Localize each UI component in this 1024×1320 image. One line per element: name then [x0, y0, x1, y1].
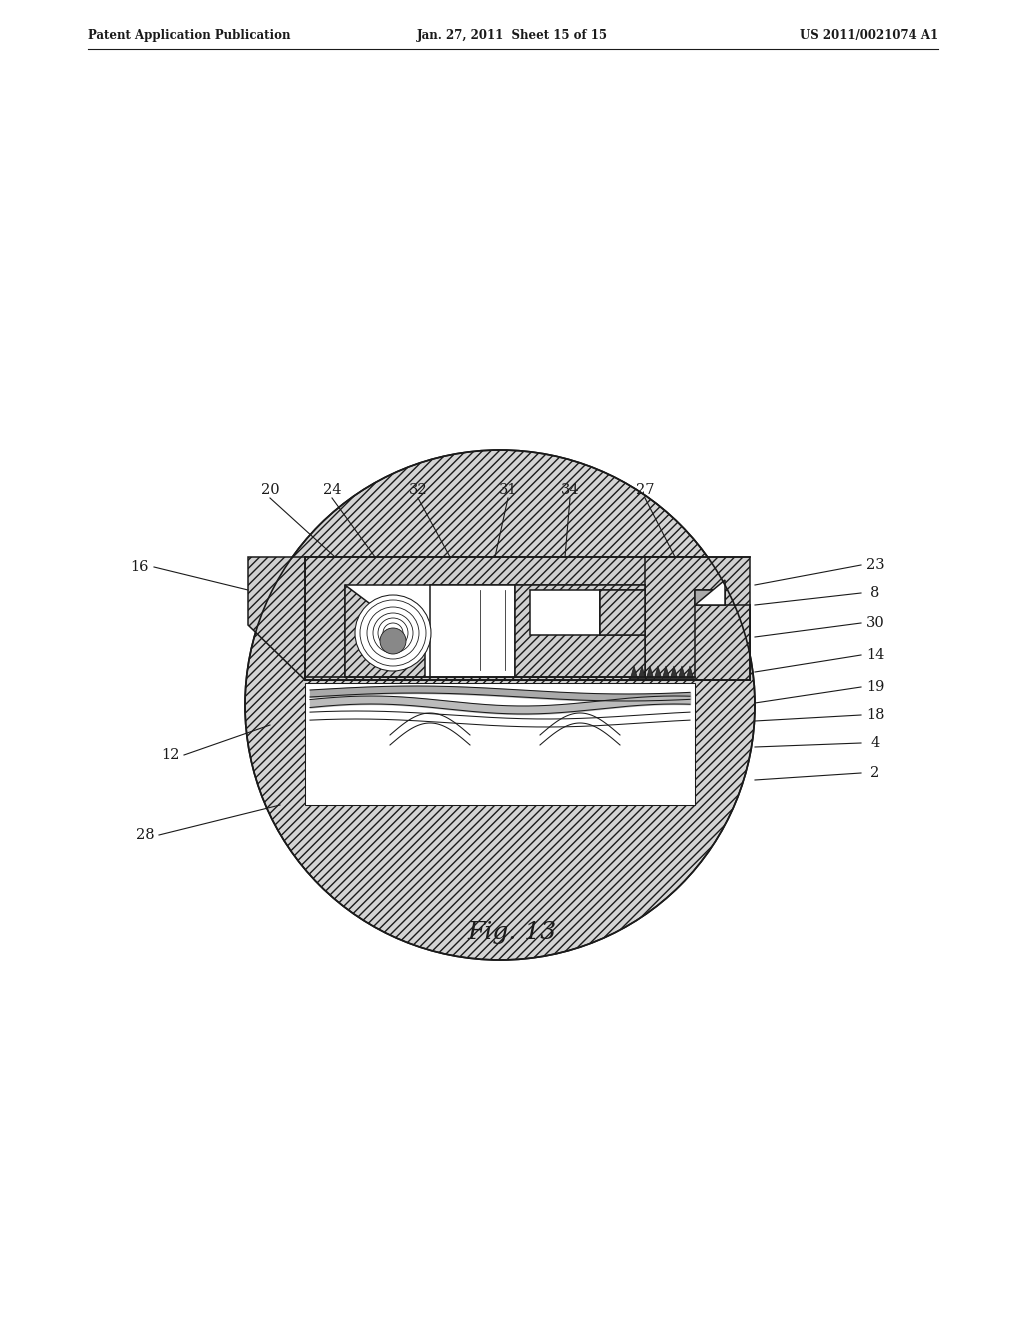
Polygon shape: [345, 585, 645, 677]
Polygon shape: [600, 590, 645, 635]
Polygon shape: [248, 557, 305, 680]
Text: 4: 4: [870, 737, 880, 750]
Text: 30: 30: [865, 616, 885, 630]
Polygon shape: [600, 590, 645, 635]
Circle shape: [380, 628, 406, 653]
Polygon shape: [515, 585, 645, 677]
Circle shape: [245, 450, 755, 960]
Polygon shape: [530, 590, 600, 635]
Text: 34: 34: [561, 483, 580, 498]
Polygon shape: [695, 590, 725, 605]
Polygon shape: [305, 557, 695, 680]
Text: 23: 23: [865, 558, 885, 572]
Text: 24: 24: [323, 483, 341, 498]
Polygon shape: [430, 585, 515, 677]
Text: 18: 18: [865, 708, 885, 722]
Text: Jan. 27, 2011  Sheet 15 of 15: Jan. 27, 2011 Sheet 15 of 15: [417, 29, 607, 41]
Polygon shape: [662, 667, 670, 680]
Polygon shape: [654, 667, 662, 680]
Polygon shape: [670, 667, 678, 680]
Polygon shape: [345, 585, 425, 677]
Text: Fig. 13: Fig. 13: [467, 920, 557, 944]
Text: 20: 20: [261, 483, 280, 498]
Text: 12: 12: [161, 748, 179, 762]
Polygon shape: [645, 557, 750, 680]
Polygon shape: [646, 667, 654, 680]
Polygon shape: [695, 590, 750, 680]
Text: 27: 27: [636, 483, 654, 498]
Text: Patent Application Publication: Patent Application Publication: [88, 29, 291, 41]
Text: 14: 14: [866, 648, 884, 663]
Polygon shape: [305, 682, 695, 805]
Text: 28: 28: [136, 828, 155, 842]
Text: 32: 32: [409, 483, 427, 498]
Text: 31: 31: [499, 483, 517, 498]
Text: 19: 19: [866, 680, 884, 694]
Polygon shape: [686, 667, 694, 680]
Text: 2: 2: [870, 766, 880, 780]
Polygon shape: [695, 579, 725, 605]
Polygon shape: [638, 667, 646, 680]
Circle shape: [355, 595, 431, 671]
Polygon shape: [630, 667, 638, 680]
Text: 16: 16: [131, 560, 150, 574]
Text: US 2011/0021074 A1: US 2011/0021074 A1: [800, 29, 938, 41]
Text: 8: 8: [870, 586, 880, 601]
Polygon shape: [678, 667, 686, 680]
